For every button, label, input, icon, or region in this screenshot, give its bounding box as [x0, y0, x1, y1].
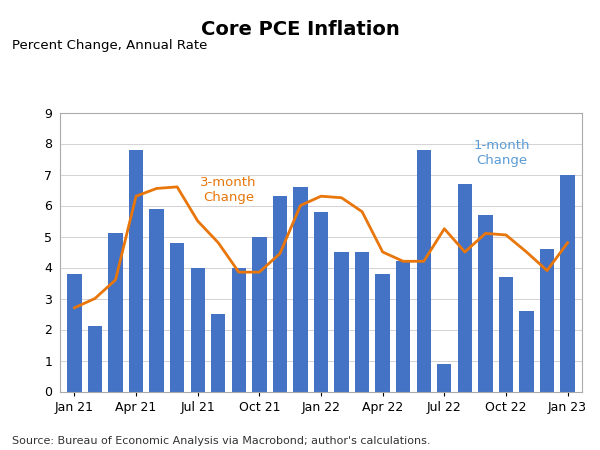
Bar [416, 150, 431, 392]
Text: Source: Bureau of Economic Analysis via Macrobond; author's calculations.: Source: Bureau of Economic Analysis via … [12, 436, 431, 446]
Bar [88, 326, 102, 392]
Bar [376, 274, 390, 392]
Bar [170, 243, 184, 392]
Bar [499, 277, 513, 392]
Text: 1-month
Change: 1-month Change [473, 139, 530, 167]
Bar [211, 314, 226, 392]
Bar [458, 184, 472, 392]
Bar [149, 209, 164, 392]
Text: 3-month
Change: 3-month Change [200, 176, 257, 204]
Text: Percent Change, Annual Rate: Percent Change, Annual Rate [12, 39, 208, 52]
Bar [314, 212, 328, 392]
Bar [252, 237, 266, 392]
Bar [293, 187, 308, 392]
Bar [396, 261, 410, 392]
Bar [520, 311, 534, 392]
Bar [478, 215, 493, 392]
Bar [540, 249, 554, 392]
Bar [129, 150, 143, 392]
Bar [273, 196, 287, 392]
Bar [108, 234, 122, 392]
Bar [560, 175, 575, 392]
Bar [355, 252, 369, 392]
Bar [232, 267, 246, 392]
Bar [191, 267, 205, 392]
Text: Core PCE Inflation: Core PCE Inflation [200, 20, 400, 39]
Bar [437, 364, 451, 392]
Bar [334, 252, 349, 392]
Bar [67, 274, 82, 392]
